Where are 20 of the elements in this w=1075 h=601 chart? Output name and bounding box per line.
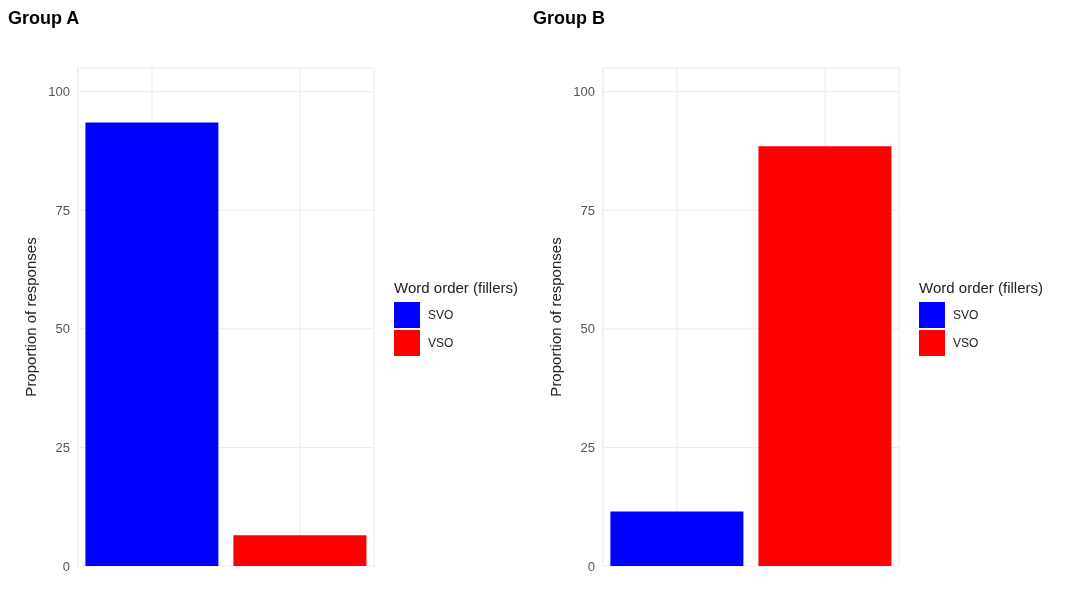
y-tick-label: 25	[55, 440, 70, 456]
y-tick-label: 0	[62, 558, 70, 574]
y-tick-label: 50	[580, 321, 595, 337]
chart-title: Group A	[8, 8, 81, 30]
y-tick-label: 75	[55, 202, 70, 218]
legend-label: VSO	[428, 335, 454, 350]
y-tick-label: 100	[48, 84, 70, 100]
legend-title: Word order (fillers)	[919, 278, 1043, 296]
legend-title: Word order (fillers)	[394, 278, 518, 296]
y-axis-title: Proportion of responses	[22, 237, 40, 397]
y-tick-label: 0	[587, 558, 595, 574]
y-tick-label: 75	[580, 202, 595, 218]
y-tick-label: 100	[573, 84, 595, 100]
legend-label: VSO	[953, 335, 979, 350]
y-tick-label: 25	[580, 440, 595, 456]
y-tick-label: 50	[55, 321, 70, 337]
legend-label: SVO	[953, 307, 979, 322]
legend-label: SVO	[428, 307, 454, 322]
y-axis-title: Proportion of responses	[547, 237, 565, 397]
chart-title: Group B	[533, 8, 606, 30]
